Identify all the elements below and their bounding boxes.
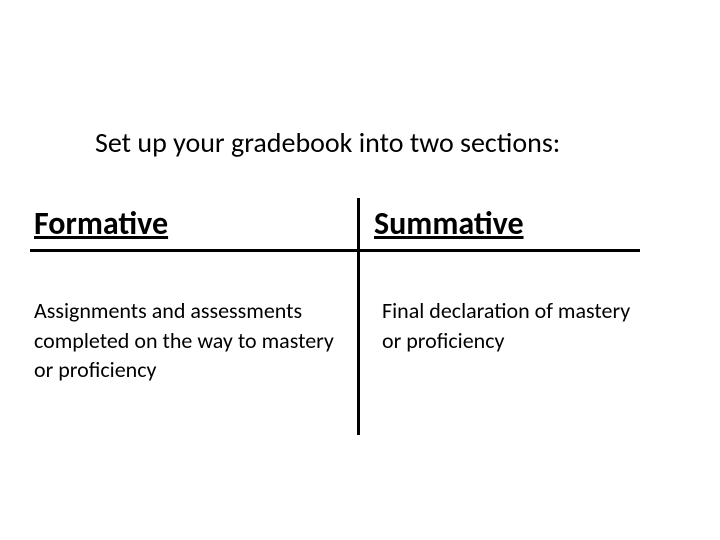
header-label-summative: Summative	[374, 204, 524, 243]
page-title: Set up your gradebook into two sections:	[95, 125, 560, 160]
header-cell-formative: Formative	[30, 198, 360, 252]
table-header-row: Formative Summative	[30, 198, 640, 252]
body-cell-summative: Final declaration of mastery or proficie…	[360, 252, 640, 435]
table-body-row: Assignments and assessments completed on…	[30, 252, 640, 435]
two-column-table: Formative Summative Assignments and asse…	[30, 198, 640, 435]
header-label-formative: Formative	[34, 204, 168, 243]
body-cell-formative: Assignments and assessments completed on…	[30, 252, 360, 435]
header-cell-summative: Summative	[360, 198, 640, 252]
